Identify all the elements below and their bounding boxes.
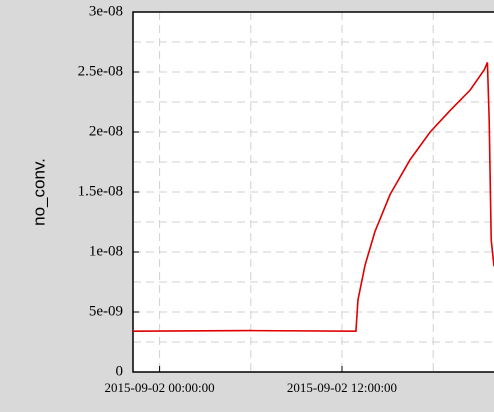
y-tick-label: 0 — [116, 363, 124, 379]
y-tick-label: 3e-08 — [89, 3, 123, 19]
y-axis-label: no_conv. — [29, 158, 48, 226]
data-line — [132, 62, 494, 333]
y-tick-label: 2e-08 — [89, 123, 123, 139]
y-tick-label: 1.5e-08 — [78, 183, 123, 199]
y-tick-label: 1e-08 — [89, 243, 123, 259]
y-tick-label: 5e-09 — [89, 303, 123, 319]
x-tick-label: 2015-09-02 12:00:00 — [287, 380, 397, 395]
x-tick-label: 2015-09-02 00:00:00 — [105, 380, 215, 395]
plot-frame — [132, 11, 494, 373]
y-tick-label: 2.5e-08 — [78, 63, 123, 79]
